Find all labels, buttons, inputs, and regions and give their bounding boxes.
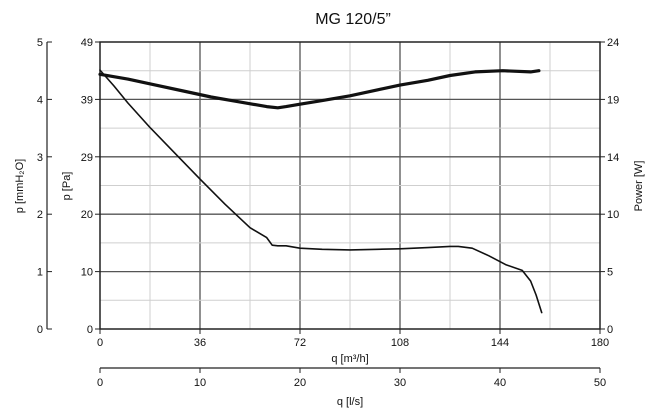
plot-frame xyxy=(99,41,601,330)
x2-tick-label: 20 xyxy=(294,377,306,389)
chart-title: MG 120/5” xyxy=(315,11,391,28)
x-tick-label: 36 xyxy=(194,337,206,349)
x2-tick-label: 0 xyxy=(97,377,103,389)
y2-axis-label: Power [W] xyxy=(633,161,645,212)
y-tick-label: 39 xyxy=(81,94,93,106)
series-line-power xyxy=(98,69,541,110)
y-outer-tick-label: 1 xyxy=(37,267,43,279)
x-tick-label: 0 xyxy=(97,337,103,349)
y-outer-tick-label: 2 xyxy=(37,209,43,221)
y-tick-label: 0 xyxy=(87,324,93,336)
y-tick-label: 20 xyxy=(81,209,93,221)
y-tick-label: 49 xyxy=(81,37,93,49)
y2-tick-label: 19 xyxy=(607,94,619,106)
x2-tick-label: 40 xyxy=(494,377,506,389)
y2-tick-label: 14 xyxy=(607,152,619,164)
x2-tick-label: 50 xyxy=(594,377,606,389)
axes-layer: 0 0 01 10 52 20 103 29 144 39 195 49 240036107220108… xyxy=(37,37,619,389)
y-outer-tick-label: 0 xyxy=(37,324,43,336)
y-outer-tick-label: 5 xyxy=(37,37,43,49)
x2-tick-label: 30 xyxy=(394,377,406,389)
x2-tick-label: 10 xyxy=(194,377,206,389)
x-tick-label: 108 xyxy=(391,337,409,349)
x-tick-label: 72 xyxy=(294,337,306,349)
x-tick-label: 144 xyxy=(491,337,509,349)
series-layer xyxy=(98,69,543,314)
y2-tick-label: 0 xyxy=(607,324,613,336)
series-line-pressure xyxy=(99,69,543,314)
y2-tick-label: 10 xyxy=(607,209,619,221)
y2-tick-label: 5 xyxy=(607,267,613,279)
y-outer-axis-label: p [mmH₂O] xyxy=(14,159,26,213)
grid xyxy=(100,42,600,329)
x-axis-label: q [m³/h] xyxy=(331,353,368,365)
y-axis-label: p [Pa] xyxy=(61,172,73,201)
y-outer-tick-label: 3 xyxy=(37,152,43,164)
y2-tick-label: 24 xyxy=(607,37,619,49)
x2-axis-label: q [l/s] xyxy=(337,396,363,408)
y-outer-tick-label: 4 xyxy=(37,94,43,106)
y-tick-label: 29 xyxy=(81,152,93,164)
plot-border xyxy=(99,41,601,330)
x-tick-label: 180 xyxy=(591,337,609,349)
y-tick-label: 10 xyxy=(81,267,93,279)
